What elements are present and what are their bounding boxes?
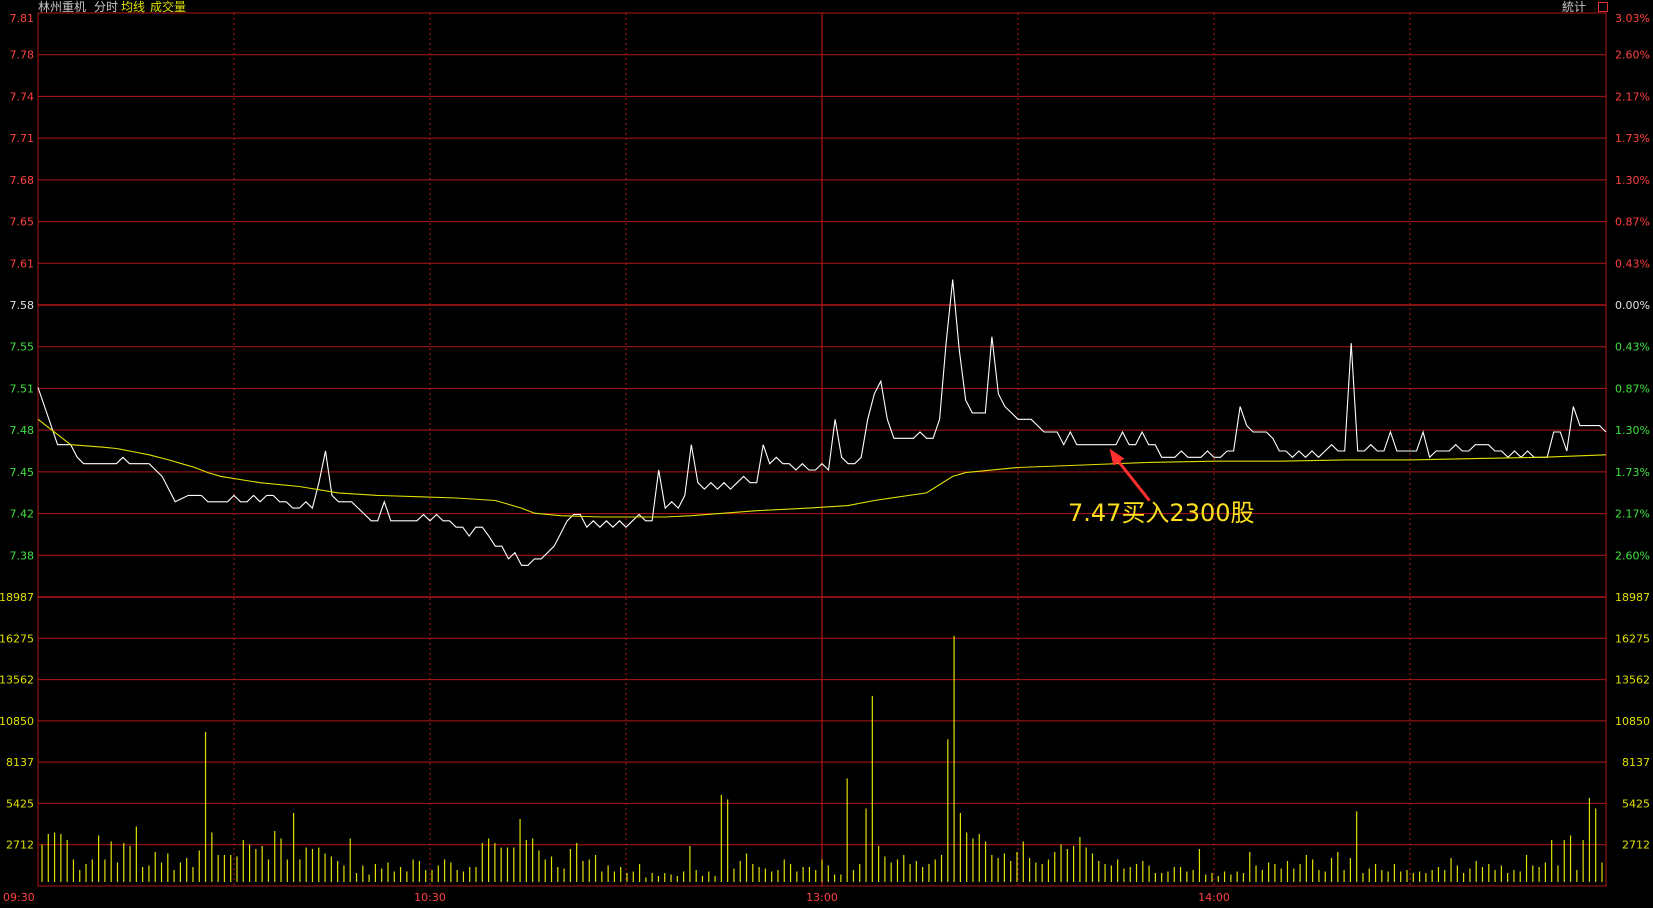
vol-tick-left: 13562 bbox=[0, 674, 34, 687]
x-tick: 10:30 bbox=[414, 891, 446, 904]
volume-bars bbox=[41, 635, 1603, 882]
vol-tick-left: 5425 bbox=[6, 797, 34, 810]
trade-annotation: 7.47买入2300股 bbox=[1068, 499, 1255, 527]
annotation-arrow bbox=[1109, 448, 1151, 502]
vol-tick-right: 8137 bbox=[1622, 756, 1650, 769]
volume-label[interactable]: 成交量 bbox=[150, 0, 187, 14]
y-tick-right: 2.60% bbox=[1615, 49, 1650, 62]
vol-tick-left: 10850 bbox=[0, 715, 34, 728]
vol-tick-right: 18987 bbox=[1615, 591, 1650, 604]
vol-tick-right: 10850 bbox=[1615, 715, 1650, 728]
vol-tick-left: 18987 bbox=[0, 591, 34, 604]
vol-tick-right: 2712 bbox=[1622, 839, 1650, 852]
x-tick: 14:00 bbox=[1198, 891, 1230, 904]
average-line bbox=[37, 418, 1607, 518]
grid-lines bbox=[37, 12, 1607, 887]
y-tick-left: 7.38 bbox=[10, 549, 35, 562]
y-tick-left: 7.45 bbox=[10, 466, 35, 479]
y-tick-left: 7.68 bbox=[10, 174, 35, 187]
y-tick-right: 0.00% bbox=[1615, 299, 1650, 312]
y-tick-left: 7.65 bbox=[10, 216, 35, 229]
y-tick-right: 0.87% bbox=[1615, 216, 1650, 229]
y-tick-left: 7.48 bbox=[10, 424, 35, 437]
price-lines bbox=[37, 279, 1607, 566]
y-tick-right: 0.87% bbox=[1615, 382, 1650, 395]
y-tick-left: 7.74 bbox=[10, 90, 35, 103]
stats-label[interactable]: 統计 bbox=[1562, 0, 1587, 14]
y-tick-right: 2.60% bbox=[1615, 549, 1650, 562]
y-tick-right: 0.43% bbox=[1615, 257, 1650, 270]
vol-tick-right: 5425 bbox=[1622, 797, 1650, 810]
y-tick-left: 7.55 bbox=[10, 341, 35, 354]
mode-label[interactable]: 分时 bbox=[94, 0, 119, 14]
stats-checkbox-icon[interactable] bbox=[1598, 2, 1608, 12]
arrow-shaft bbox=[1114, 456, 1151, 502]
price-line bbox=[37, 279, 1607, 566]
y-tick-left: 7.71 bbox=[10, 132, 35, 145]
y-tick-right: 3.03% bbox=[1615, 12, 1650, 25]
axis-labels: 7.81 3.03% 7.78 2.60% 7.74 2.17% 7.71 1.73% 7.68… bbox=[0, 12, 1650, 904]
average-line-label[interactable]: 均线 bbox=[121, 0, 146, 14]
x-tick: 09:30 bbox=[3, 891, 35, 904]
vol-tick-right: 13562 bbox=[1615, 674, 1650, 687]
x-tick: 13:00 bbox=[806, 891, 838, 904]
y-tick-right: 0.43% bbox=[1615, 341, 1650, 354]
y-tick-right: 1.30% bbox=[1615, 424, 1650, 437]
y-tick-left: 7.61 bbox=[10, 257, 35, 270]
y-tick-right: 1.73% bbox=[1615, 132, 1650, 145]
y-tick-right: 2.17% bbox=[1615, 508, 1650, 521]
vol-tick-left: 16275 bbox=[0, 632, 34, 645]
y-tick-right: 1.73% bbox=[1615, 466, 1650, 479]
y-tick-right: 2.17% bbox=[1615, 90, 1650, 103]
y-tick-left: 7.42 bbox=[10, 508, 35, 521]
y-tick-left: 7.81 bbox=[10, 12, 35, 25]
y-tick-left: 7.78 bbox=[10, 49, 35, 62]
vol-tick-left: 8137 bbox=[6, 756, 34, 769]
vol-tick-right: 16275 bbox=[1615, 632, 1650, 645]
y-tick-right: 1.30% bbox=[1615, 174, 1650, 187]
vol-tick-left: 2712 bbox=[6, 839, 34, 852]
y-tick-left: 7.51 bbox=[10, 382, 35, 395]
stock-name: 林州重机 bbox=[38, 0, 87, 14]
y-tick-left: 7.58 bbox=[10, 299, 35, 312]
arrow-head bbox=[1109, 448, 1125, 466]
